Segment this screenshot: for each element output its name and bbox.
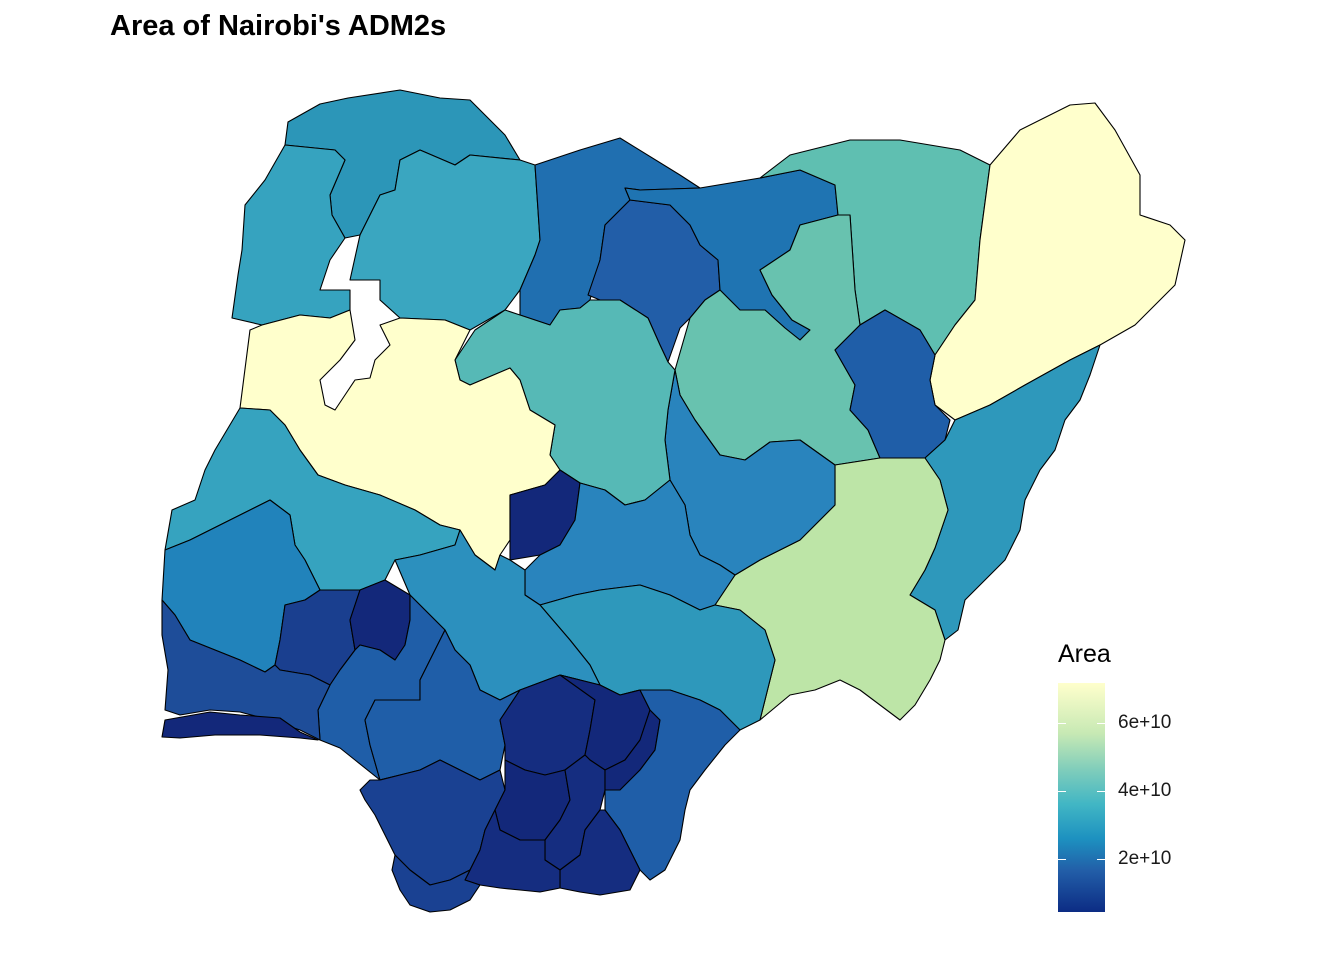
legend-tick (1058, 791, 1066, 792)
map-title: Area of Nairobi's ADM2s (110, 10, 447, 42)
legend-tick (1097, 859, 1105, 860)
legend-color-bar (1058, 683, 1105, 912)
region-ogun[interactable] (161, 599, 331, 741)
region-kebbi[interactable] (231, 144, 351, 326)
legend-tick (1097, 723, 1105, 724)
legend-tick-label: 4e+10 (1118, 780, 1172, 801)
legend-tick-label: 6e+10 (1118, 712, 1172, 733)
legend-tick (1058, 723, 1066, 724)
legend-tick (1058, 859, 1066, 860)
region-bayelsa[interactable] (391, 854, 481, 913)
region-lagos[interactable] (161, 711, 319, 741)
legend-tick (1097, 791, 1105, 792)
region-cross-river[interactable] (604, 689, 741, 881)
legend-title: Area (1058, 640, 1111, 668)
legend-tick-label: 2e+10 (1118, 848, 1172, 869)
